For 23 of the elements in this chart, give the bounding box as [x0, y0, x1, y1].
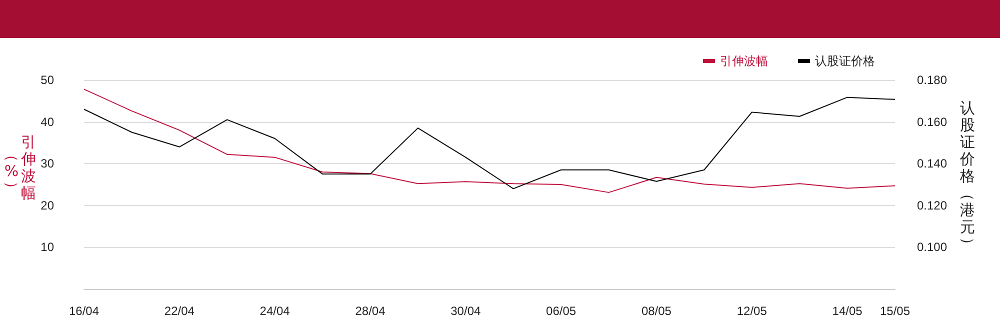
- x-tick-label: 08/05: [641, 304, 672, 318]
- x-tick-label: 28/04: [355, 304, 386, 318]
- x-tick-label: 15/05: [880, 304, 910, 318]
- y-tick-label: 10: [40, 240, 54, 254]
- x-tick-label: 06/05: [546, 304, 576, 318]
- legend-label: 认股证价格: [815, 54, 875, 68]
- y2-tick-label: 0.120: [917, 198, 948, 212]
- x-tick-label: 24/04: [260, 304, 290, 318]
- y2-tick-label: 0.160: [917, 114, 948, 129]
- x-tick-label: 12/05: [736, 304, 768, 318]
- y2-tick-label: 0.140: [917, 156, 948, 171]
- x-tick-label: 16/04: [68, 304, 100, 318]
- x-tick-label: 22/04: [164, 304, 195, 318]
- y-tick-label: 30: [40, 156, 54, 171]
- y2-tick-label: 0.100: [917, 240, 948, 254]
- text: 认股证价格（港元）: [959, 99, 977, 252]
- y-tick-label: 40: [40, 114, 54, 129]
- x-tick-label: 14/05: [832, 304, 863, 318]
- x-tick-label: 30/04: [450, 304, 481, 318]
- y-tick-label: 50: [40, 73, 54, 87]
- legend-label: 引伸波幅: [720, 54, 768, 68]
- y-tick-label: 20: [40, 198, 54, 212]
- y2-tick-label: 0.180: [917, 73, 948, 87]
